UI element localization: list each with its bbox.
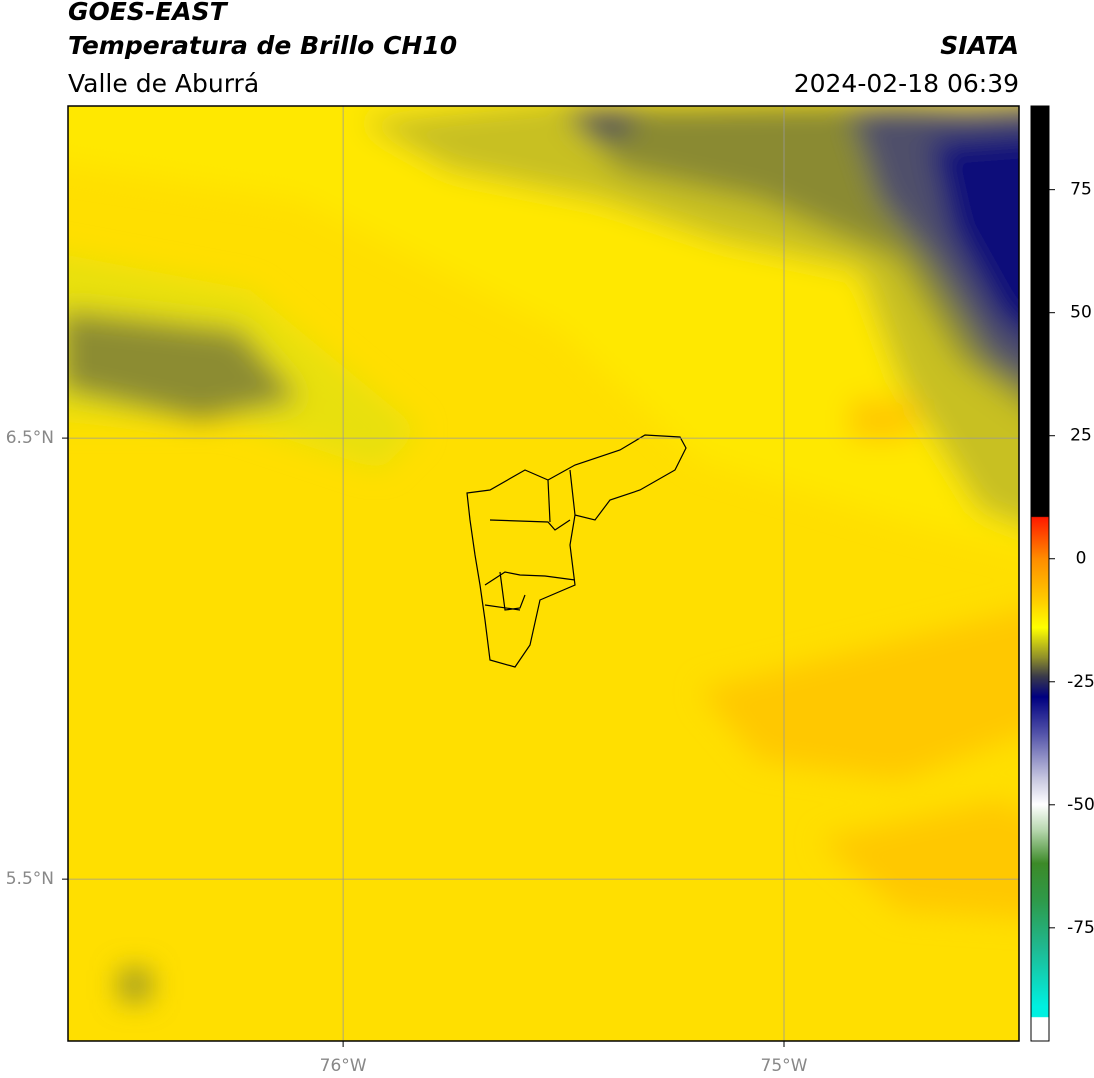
graticule (68, 106, 1019, 1041)
datetime: 2024-02-18 06:39 (794, 69, 1019, 98)
colorbar-tick-label: -50 (1067, 795, 1094, 815)
colorbar-tick-label: 0 (1076, 549, 1087, 569)
colorbar-tick-label: 75 (1070, 180, 1092, 200)
x-tick-label: 75°W (761, 1056, 808, 1076)
colorbar-tick-label: -75 (1067, 918, 1094, 938)
colorbar (1030, 105, 1050, 1042)
map-frame (67, 105, 1020, 1042)
y-tick-label: 6.5°N (6, 428, 54, 448)
satellite-image (68, 106, 1019, 1041)
x-tick-label: 76°W (320, 1056, 367, 1076)
colorbar-tick-label: -25 (1067, 672, 1094, 692)
title: GOES-EAST (68, 0, 229, 26)
source: SIATA (940, 31, 1019, 60)
colorbar-tick-label: 50 (1070, 303, 1092, 323)
subtitle: Temperatura de Brillo CH10 (68, 31, 457, 60)
colorbar-tick-label: 25 (1070, 426, 1092, 446)
region: Valle de Aburrá (68, 69, 259, 98)
y-tick-label: 5.5°N (6, 869, 54, 889)
